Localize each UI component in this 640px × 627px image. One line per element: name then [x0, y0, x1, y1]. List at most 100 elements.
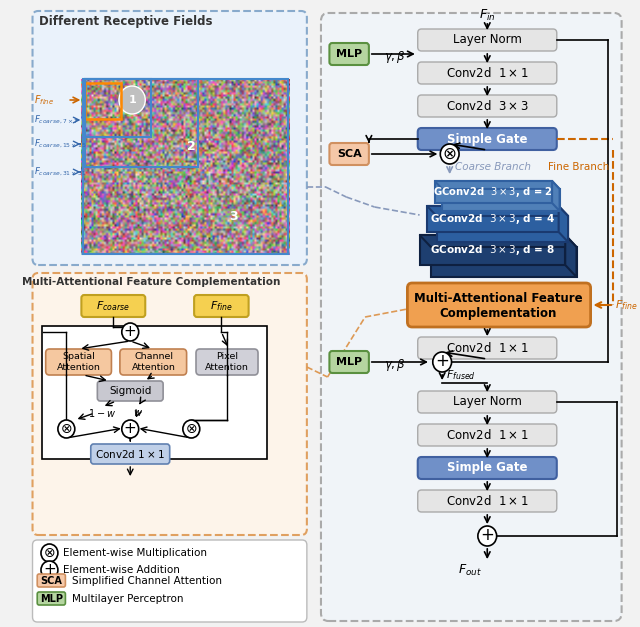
FancyBboxPatch shape [427, 206, 559, 232]
Text: MLP: MLP [40, 594, 63, 604]
Text: +: + [124, 324, 136, 339]
FancyBboxPatch shape [33, 540, 307, 622]
Text: Element-wise Multiplication: Element-wise Multiplication [63, 548, 207, 558]
Bar [42, 326, 268, 459]
FancyBboxPatch shape [418, 457, 557, 479]
FancyBboxPatch shape [81, 295, 145, 317]
Polygon shape [420, 235, 577, 247]
FancyBboxPatch shape [408, 283, 591, 327]
Text: $1-w$: $1-w$ [88, 407, 116, 419]
FancyBboxPatch shape [45, 349, 111, 375]
FancyBboxPatch shape [97, 381, 163, 401]
Circle shape [58, 420, 75, 438]
Text: $\gamma, \beta$: $\gamma, \beta$ [384, 49, 406, 65]
Bar [85, 79, 198, 167]
Text: +: + [124, 421, 136, 436]
Text: Conv2d  $1\times1$: Conv2d $1\times1$ [446, 66, 529, 80]
Polygon shape [565, 235, 577, 277]
Text: $F_{coarse,31\times31}$: $F_{coarse,31\times31}$ [35, 166, 87, 178]
Text: Multi-Attentional Feature: Multi-Attentional Feature [414, 292, 583, 305]
Circle shape [478, 526, 497, 546]
Text: Conv2d $1\times1$: Conv2d $1\times1$ [95, 448, 165, 460]
FancyBboxPatch shape [330, 351, 369, 373]
Text: 2: 2 [187, 140, 196, 154]
Text: $F_{fine}$: $F_{fine}$ [35, 93, 54, 107]
Polygon shape [427, 206, 568, 216]
Text: Complementation: Complementation [440, 307, 557, 320]
Text: MLP: MLP [336, 49, 362, 59]
FancyBboxPatch shape [120, 349, 187, 375]
Polygon shape [435, 181, 559, 189]
Circle shape [41, 544, 58, 562]
Text: Channel
Attention: Channel Attention [132, 352, 175, 372]
Text: $F_{coarse}$: $F_{coarse}$ [97, 299, 131, 313]
FancyBboxPatch shape [418, 95, 557, 117]
Text: Multi-Attentional Feature Complementation: Multi-Attentional Feature Complementatio… [22, 277, 280, 287]
Circle shape [41, 561, 58, 579]
Text: SCA: SCA [337, 149, 362, 159]
Polygon shape [559, 206, 568, 242]
Text: $F_{coarse,15\times15}$: $F_{coarse,15\times15}$ [35, 138, 87, 150]
Text: Sigmoid: Sigmoid [109, 386, 152, 396]
Text: Conv2d  $1\times1$: Conv2d $1\times1$ [446, 341, 529, 355]
Bar [85, 83, 121, 119]
Text: $F_{coarse,7\times7}$: $F_{coarse,7\times7}$ [35, 114, 79, 126]
Text: Simple Gate: Simple Gate [447, 132, 527, 145]
FancyBboxPatch shape [420, 235, 565, 265]
FancyBboxPatch shape [418, 337, 557, 359]
FancyBboxPatch shape [418, 29, 557, 51]
Text: $F_{out}$: $F_{out}$ [458, 562, 483, 577]
Text: Conv2d  $3\times3$: Conv2d $3\times3$ [446, 99, 529, 113]
Bar [83, 79, 288, 254]
Text: ⊗: ⊗ [443, 145, 456, 163]
FancyBboxPatch shape [418, 62, 557, 84]
Circle shape [440, 144, 459, 164]
Polygon shape [552, 181, 559, 211]
Text: Coarse Branch: Coarse Branch [455, 162, 531, 172]
Circle shape [122, 420, 139, 438]
FancyBboxPatch shape [321, 13, 621, 621]
FancyBboxPatch shape [91, 444, 170, 464]
FancyBboxPatch shape [435, 181, 552, 203]
FancyBboxPatch shape [33, 273, 307, 535]
FancyBboxPatch shape [194, 295, 248, 317]
FancyBboxPatch shape [330, 43, 369, 65]
Text: Multilayer Perceptron: Multilayer Perceptron [72, 594, 184, 604]
Text: MLP: MLP [336, 357, 362, 367]
Circle shape [433, 352, 452, 372]
Text: GConv2d  $3\times3$, d = 2: GConv2d $3\times3$, d = 2 [433, 185, 553, 199]
Text: Element-wise Addition: Element-wise Addition [63, 565, 179, 575]
Text: Pixel
Attention: Pixel Attention [205, 352, 249, 372]
FancyBboxPatch shape [436, 216, 568, 242]
Text: $F_{fused}$: $F_{fused}$ [446, 368, 476, 382]
Circle shape [183, 420, 200, 438]
Text: Simple Gate: Simple Gate [447, 461, 527, 475]
Circle shape [122, 323, 139, 341]
FancyBboxPatch shape [418, 490, 557, 512]
Text: SCA: SCA [40, 576, 62, 586]
Text: Simplified Channel Attention: Simplified Channel Attention [72, 576, 222, 586]
Text: Fine Branch: Fine Branch [548, 162, 609, 172]
FancyBboxPatch shape [330, 143, 369, 165]
Text: Different Receptive Fields: Different Receptive Fields [39, 14, 212, 28]
Text: ⊗: ⊗ [61, 422, 72, 436]
FancyBboxPatch shape [37, 592, 65, 605]
Text: $F_{coarse}$: $F_{coarse}$ [430, 265, 464, 279]
Text: 1: 1 [128, 95, 136, 105]
Text: Conv2d  $1\times1$: Conv2d $1\times1$ [446, 494, 529, 508]
FancyBboxPatch shape [418, 128, 557, 150]
FancyBboxPatch shape [442, 189, 559, 211]
Text: Layer Norm: Layer Norm [453, 33, 522, 46]
FancyBboxPatch shape [33, 11, 307, 265]
Text: ⊗: ⊗ [44, 546, 55, 560]
Text: GConv2d  $3\times3$, d = 8: GConv2d $3\times3$, d = 8 [429, 243, 554, 257]
Text: Spatial
Attention: Spatial Attention [56, 352, 100, 372]
FancyBboxPatch shape [37, 574, 65, 587]
Circle shape [119, 86, 145, 114]
Text: $\gamma, \beta$: $\gamma, \beta$ [384, 357, 406, 373]
Text: Conv2d  $1\times1$: Conv2d $1\times1$ [446, 428, 529, 442]
Text: $F_{fine}$: $F_{fine}$ [210, 299, 233, 313]
Bar [85, 79, 151, 137]
Text: +: + [481, 527, 494, 544]
Text: GConv2d  $3\times3$, d = 4: GConv2d $3\times3$, d = 4 [431, 212, 556, 226]
